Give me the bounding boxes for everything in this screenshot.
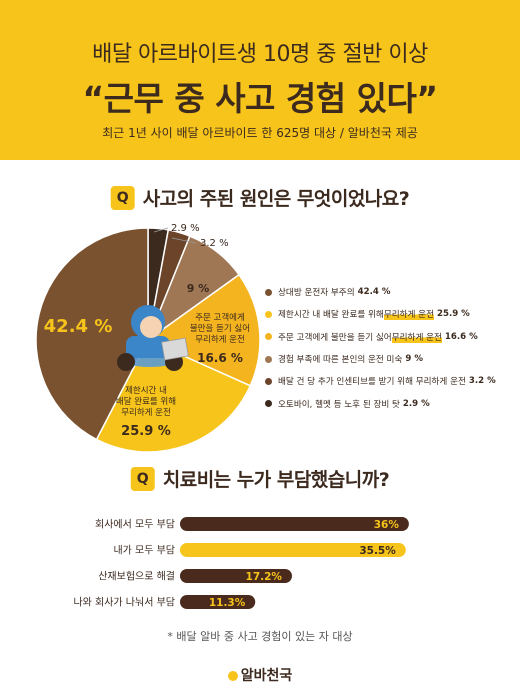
legend-value: 3.2 % bbox=[468, 376, 496, 387]
title-line-1: 배달 아르바이트생 10명 중 절반 이상 bbox=[92, 42, 428, 67]
legend-swatch bbox=[265, 310, 272, 318]
brand-logo: 알바천국 bbox=[0, 665, 520, 685]
question-2-row: Q 치료비는 누가 부담했습니까? bbox=[0, 465, 520, 495]
pie-category-label: 불만을 듣기 싫어 bbox=[190, 323, 250, 334]
title-line-2: “근무 중 사고 경험 있다” bbox=[82, 79, 438, 118]
pie-value-label: 42.4 % bbox=[44, 316, 113, 337]
legend-swatch bbox=[265, 288, 272, 296]
legend-label: 배달 건 당 추가 인센티브를 받기 위해 무리하게 운전 bbox=[278, 377, 466, 388]
bar bbox=[180, 569, 292, 583]
pie-category-label: 무리하게 운전 bbox=[195, 334, 245, 345]
legend-swatch bbox=[265, 333, 272, 341]
pie-value-label: 25.9 % bbox=[121, 424, 171, 439]
legend-item: 상대방 운전자 부주의 42.4 % bbox=[265, 281, 515, 303]
bar bbox=[180, 517, 409, 531]
q-badge-icon: Q bbox=[110, 185, 135, 210]
bar-value-label: 35.5% bbox=[359, 545, 396, 557]
bar-value-label: 11.3% bbox=[209, 597, 246, 609]
pie-category-label: 주문 고객에게 bbox=[195, 312, 245, 323]
legend-label: 오토바이, 헬멧 등 노후 된 장비 탓 bbox=[278, 399, 400, 410]
legend-label: 상대방 운전자 부주의 bbox=[278, 288, 355, 299]
question-1-text: 사고의 주된 원인은 무엇이었나요? bbox=[142, 188, 410, 210]
bar-category-label: 회사에서 모두 부담 bbox=[95, 519, 175, 531]
q-badge-icon: Q bbox=[130, 466, 155, 491]
legend-value: 9 % bbox=[405, 354, 423, 365]
pie-slice bbox=[146, 273, 261, 387]
pie-category-label: 제한시간 내 bbox=[125, 385, 167, 396]
pie-category-label: 배달 완료를 위해 bbox=[116, 396, 176, 407]
legend-item: 경험 부족에 따른 본인의 운전 미숙 9 % bbox=[265, 348, 515, 370]
legend-item: 제한시간 내 배달 완료를 위해 무리하게 운전 25.9 % bbox=[265, 303, 515, 325]
legend-item: 오토바이, 헬멧 등 노후 된 장비 탓 2.9 % bbox=[265, 392, 515, 414]
legend-label: 제한시간 내 배달 완료를 위해 bbox=[278, 310, 384, 321]
legend-swatch bbox=[265, 355, 272, 363]
footnote: * 배달 알바 중 사고 경험이 있는 자 대상 bbox=[167, 630, 353, 643]
legend-value: 25.9 % bbox=[436, 309, 470, 320]
pie-leader-line bbox=[153, 227, 169, 233]
legend-label: 주문 고객에게 불만을 듣기 싫어 bbox=[278, 332, 392, 343]
bar-category-label: 산재보험으로 해결 bbox=[98, 570, 175, 583]
pie-value-label: 9 % bbox=[187, 282, 210, 295]
pie-slice bbox=[35, 227, 149, 441]
pie-slice bbox=[95, 339, 252, 453]
pie-value-label: 2.9 % bbox=[171, 223, 200, 234]
bar bbox=[180, 595, 256, 609]
bar-category-label: 내가 모두 부담 bbox=[113, 545, 175, 557]
legend-highlight: 무리하게 운전 bbox=[383, 308, 434, 321]
subtitle: 최근 1년 사이 배달 아르바이트 한 625명 대상 / 알바천국 제공 bbox=[102, 126, 418, 140]
pie-leader-line bbox=[171, 237, 197, 244]
pie-value-label: 16.6 % bbox=[197, 351, 243, 365]
legend-highlight: 무리하게 운전 bbox=[391, 330, 442, 343]
delivery-rider-icon bbox=[117, 305, 189, 371]
question-2-text: 치료비는 누가 부담했습니까? bbox=[162, 469, 390, 491]
brand-name: 알바천국 bbox=[240, 668, 293, 684]
pie-value-label: 3.2 % bbox=[200, 238, 229, 249]
question-1-row: Q 사고의 주된 원인은 무엇이었나요? bbox=[0, 184, 520, 214]
legend-value: 16.6 % bbox=[444, 331, 478, 342]
legend-value: 42.4 % bbox=[357, 287, 391, 298]
brand-logo-icon bbox=[227, 671, 238, 681]
legend-swatch bbox=[265, 400, 272, 408]
pie-legend: 상대방 운전자 부주의 42.4 % 제한시간 내 배달 완료를 위해 무리하게 운… bbox=[265, 281, 515, 415]
legend-item: 주문 고객에게 불만을 듣기 싫어 무리하게 운전 16.6 % bbox=[265, 326, 515, 348]
header-banner: 배달 아르바이트생 10명 중 절반 이상 “근무 중 사고 경험 있다” 최근… bbox=[0, 0, 520, 160]
pie-category-label: 무리하게 운전 bbox=[121, 407, 171, 418]
bar-category-label: 나와 회사가 나눠서 부담 bbox=[73, 597, 175, 609]
bar bbox=[180, 543, 406, 557]
bar-value-label: 36% bbox=[374, 519, 400, 531]
bar-chart: 회사에서 모두 부담 36% 내가 모두 부담 35.5% 산재보험으로 해결 17.2%… bbox=[73, 517, 409, 609]
legend-value: 2.9 % bbox=[402, 398, 430, 409]
legend-label: 경험 부족에 따른 본인의 운전 미숙 bbox=[278, 355, 403, 366]
legend-item: 배달 건 당 추가 인센티브를 받기 위해 무리하게 운전 3.2 % bbox=[265, 370, 515, 392]
legend-swatch bbox=[265, 377, 272, 385]
bar-value-label: 17.2% bbox=[246, 571, 283, 583]
